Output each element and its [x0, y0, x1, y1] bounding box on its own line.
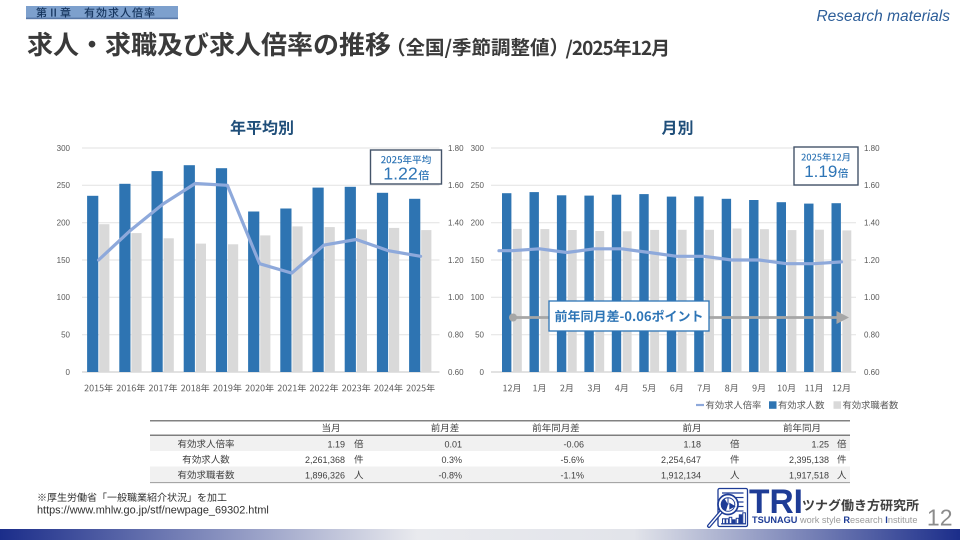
svg-text:100: 100 [471, 293, 485, 302]
svg-text:0: 0 [480, 368, 485, 377]
svg-text:2,254,647: 2,254,647 [661, 455, 701, 465]
svg-text:1.00: 1.00 [448, 293, 464, 302]
svg-text:150: 150 [471, 256, 485, 265]
svg-text:1,896,326: 1,896,326 [305, 470, 345, 480]
svg-text:Research materials: Research materials [816, 8, 950, 25]
svg-text:1.20: 1.20 [864, 256, 880, 265]
svg-text:200: 200 [471, 218, 485, 227]
svg-text:0.60: 0.60 [864, 368, 880, 377]
svg-text:1.19: 1.19 [804, 162, 837, 181]
svg-text:1.80: 1.80 [864, 144, 880, 153]
svg-text:100: 100 [57, 293, 71, 302]
svg-text:2,261,368: 2,261,368 [305, 455, 345, 465]
svg-text:50: 50 [61, 330, 70, 339]
svg-text:1.18: 1.18 [683, 439, 701, 449]
svg-text:150: 150 [57, 256, 71, 265]
svg-text:-1.1%: -1.1% [560, 470, 584, 480]
svg-text:-0.8%: -0.8% [438, 470, 462, 480]
svg-text:300: 300 [57, 144, 71, 153]
svg-text:1.20: 1.20 [448, 256, 464, 265]
svg-text:250: 250 [57, 181, 71, 190]
svg-text:-0.06: -0.06 [563, 439, 584, 449]
svg-text:TRI: TRI [749, 483, 803, 521]
svg-text:-5.6%: -5.6% [560, 455, 584, 465]
svg-text:0.80: 0.80 [864, 330, 880, 339]
svg-text:0: 0 [66, 368, 71, 377]
svg-text:2,395,138: 2,395,138 [789, 455, 829, 465]
svg-text:250: 250 [471, 181, 485, 190]
svg-text:TSUNAGU work style Research In: TSUNAGU work style Research Institute [752, 515, 917, 525]
svg-text:1.19: 1.19 [327, 439, 345, 449]
svg-text:200: 200 [57, 218, 71, 227]
svg-text:1.25: 1.25 [811, 439, 829, 449]
svg-text:1.22: 1.22 [383, 163, 418, 183]
svg-text:1,912,134: 1,912,134 [661, 470, 701, 480]
svg-text:1.40: 1.40 [448, 218, 464, 227]
svg-text:0.80: 0.80 [448, 330, 464, 339]
svg-text:1.40: 1.40 [864, 218, 880, 227]
svg-text:1,917,518: 1,917,518 [789, 470, 829, 480]
svg-text:0.60: 0.60 [448, 368, 464, 377]
svg-text:https://www.mhlw.go.jp/stf/new: https://www.mhlw.go.jp/stf/newpage_69302… [37, 505, 269, 517]
svg-text:50: 50 [475, 330, 484, 339]
svg-text:0.01: 0.01 [444, 439, 462, 449]
svg-text:12: 12 [927, 505, 953, 531]
svg-text:1.00: 1.00 [864, 293, 880, 302]
svg-text:1.60: 1.60 [448, 181, 464, 190]
svg-text:1.80: 1.80 [448, 144, 464, 153]
svg-text:1.60: 1.60 [864, 181, 880, 190]
svg-text:300: 300 [471, 144, 485, 153]
svg-text:0.3%: 0.3% [441, 455, 462, 465]
